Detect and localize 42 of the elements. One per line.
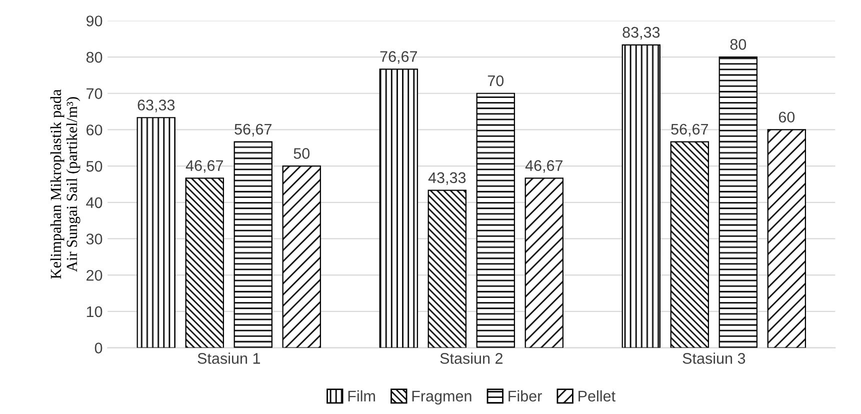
data-label: 43,33 [428,172,466,185]
bar [622,44,661,348]
data-label: 80 [730,39,746,50]
y-tick-label: 50 [86,160,102,172]
y-axis-title: Kelimpahan Mikroplastik pada Air Sungai Sail (partikel/m³) [50,89,80,279]
bar [379,68,418,348]
y-tick-label: 30 [86,234,102,244]
bar [718,56,758,348]
x-tick-label: Stasiun 3 [682,352,746,364]
bar [476,92,515,348]
y-tick-label: 40 [86,197,102,208]
data-label: 76,67 [380,51,417,64]
legend-label: Fiber [508,390,542,402]
data-label: 46,67 [186,160,223,173]
x-tick-label: Stasiun 1 [198,352,260,364]
data-label: 63,33 [138,100,175,112]
y-tick-label: 20 [86,270,102,281]
y-tick-label: 70 [86,88,102,100]
data-label: 56,67 [234,124,272,136]
y-tick-label: 80 [86,52,102,63]
bar [185,178,224,348]
legend-label: Film [348,390,375,402]
bar [234,141,272,348]
y-tick-label: 90 [86,16,102,26]
data-label: 46,67 [525,160,563,173]
data-label: 56,67 [671,124,708,136]
data-label: 50 [294,148,310,159]
bar [670,141,710,348]
x-tick-label: Stasiun 2 [440,352,502,364]
y-tick-label: 10 [86,306,102,318]
legend-label: Pellet [578,390,616,402]
data-label: 70 [488,75,504,86]
bar [136,117,176,348]
bar [524,178,564,348]
y-tick-label: 0 [94,342,102,354]
legend-label: Fragmen [412,390,472,405]
bar [282,166,321,348]
data-label: 83,33 [622,26,660,40]
data-label: 60 [778,112,795,123]
y-tick-label: 60 [86,124,102,136]
bar [767,129,806,348]
bar [428,190,466,348]
